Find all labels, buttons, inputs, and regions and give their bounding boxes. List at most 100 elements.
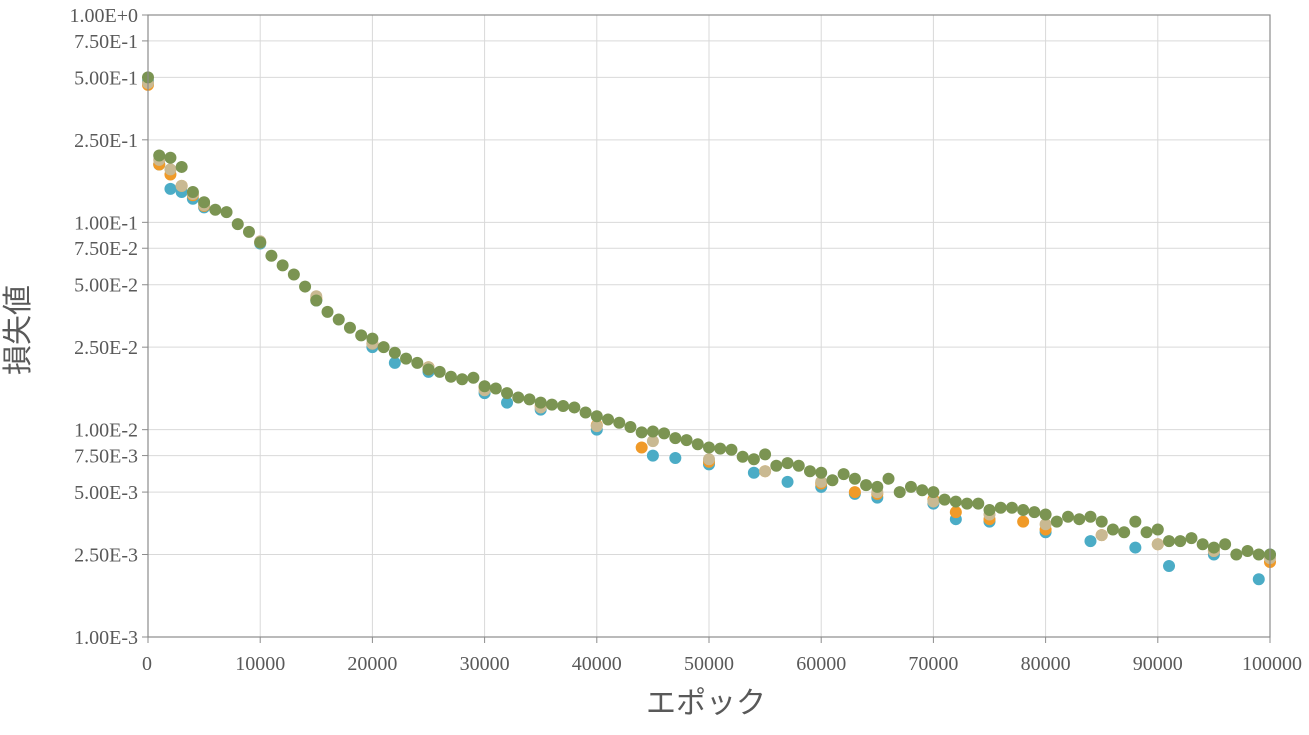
y-tick-label: 1.00E-3 bbox=[74, 627, 138, 649]
data-point bbox=[377, 341, 390, 354]
data-point bbox=[534, 396, 547, 409]
data-point bbox=[299, 280, 312, 293]
data-point bbox=[961, 497, 974, 510]
data-point bbox=[646, 425, 659, 438]
data-point bbox=[164, 163, 177, 176]
data-point bbox=[691, 438, 704, 451]
y-tick-label: 7.50E-3 bbox=[74, 446, 138, 468]
data-point bbox=[658, 427, 671, 440]
y-tick-label: 2.50E-2 bbox=[74, 337, 138, 359]
y-tick-label: 5.00E-1 bbox=[74, 67, 138, 89]
data-point bbox=[1230, 548, 1243, 561]
data-point bbox=[747, 453, 760, 466]
data-point bbox=[579, 406, 592, 419]
data-point bbox=[209, 203, 222, 216]
data-point bbox=[725, 443, 738, 456]
data-point bbox=[411, 356, 424, 369]
x-tick-label: 20000 bbox=[347, 653, 397, 675]
data-point bbox=[568, 401, 581, 414]
data-point bbox=[422, 363, 435, 376]
data-point bbox=[972, 497, 985, 510]
data-point bbox=[1062, 510, 1075, 523]
y-tick-label: 5.00E-2 bbox=[74, 275, 138, 297]
data-point bbox=[916, 484, 929, 497]
data-point bbox=[366, 332, 379, 345]
data-point bbox=[893, 486, 906, 499]
x-axis-ticks: 0 10000 20000 30000 40000 50000 60000 70000 8000… bbox=[142, 637, 1302, 675]
data-point bbox=[1140, 526, 1153, 539]
data-point bbox=[231, 218, 244, 231]
data-point bbox=[501, 387, 514, 400]
data-point bbox=[164, 151, 177, 164]
data-point bbox=[489, 382, 502, 395]
data-point bbox=[590, 410, 603, 423]
data-point bbox=[220, 206, 233, 219]
data-point bbox=[1039, 508, 1052, 521]
data-point bbox=[669, 432, 682, 445]
data-point bbox=[882, 472, 895, 485]
data-point bbox=[669, 452, 682, 465]
data-point bbox=[1106, 523, 1119, 536]
data-point bbox=[355, 329, 368, 342]
data-point bbox=[848, 486, 861, 499]
data-point bbox=[310, 294, 323, 307]
data-point bbox=[388, 356, 401, 369]
data-point bbox=[523, 393, 536, 406]
x-tick-label: 0 bbox=[142, 653, 152, 675]
data-point bbox=[624, 421, 637, 434]
data-points bbox=[142, 71, 1276, 586]
data-point bbox=[444, 370, 457, 383]
data-point bbox=[254, 236, 267, 249]
data-point bbox=[1118, 526, 1131, 539]
data-point bbox=[680, 434, 693, 447]
data-point bbox=[646, 435, 659, 448]
data-point bbox=[994, 501, 1007, 514]
x-tick-label: 80000 bbox=[1021, 653, 1071, 675]
data-point bbox=[590, 420, 603, 433]
series-4 bbox=[142, 71, 1276, 561]
data-point bbox=[1017, 515, 1030, 528]
data-point bbox=[927, 486, 940, 499]
data-point bbox=[1073, 513, 1086, 526]
data-point bbox=[602, 413, 615, 426]
data-point bbox=[1207, 541, 1220, 554]
data-point bbox=[1005, 501, 1018, 514]
data-point bbox=[153, 149, 166, 162]
data-point bbox=[1174, 535, 1187, 548]
data-point bbox=[871, 480, 884, 493]
data-point bbox=[332, 313, 345, 326]
x-tick-label: 40000 bbox=[572, 653, 622, 675]
data-point bbox=[467, 371, 480, 384]
plot-frame bbox=[147, 14, 1271, 638]
data-point bbox=[613, 416, 626, 429]
data-point bbox=[433, 365, 446, 378]
data-point bbox=[803, 465, 816, 478]
y-axis-title: 損失値 bbox=[1, 285, 36, 375]
data-point bbox=[703, 441, 715, 454]
data-point bbox=[983, 503, 996, 516]
data-point bbox=[242, 225, 255, 238]
data-point bbox=[1241, 544, 1254, 557]
data-point bbox=[949, 506, 962, 519]
data-point bbox=[1084, 535, 1097, 548]
data-point bbox=[1163, 560, 1176, 573]
data-point bbox=[703, 453, 715, 466]
data-point bbox=[904, 480, 917, 493]
data-point bbox=[400, 352, 413, 365]
x-tick-label: 10000 bbox=[235, 653, 285, 675]
data-point bbox=[265, 249, 278, 262]
data-point bbox=[545, 398, 558, 411]
data-point bbox=[1196, 538, 1209, 551]
x-tick-label: 50000 bbox=[684, 653, 734, 675]
data-point bbox=[781, 475, 794, 488]
data-point bbox=[478, 380, 491, 393]
data-point bbox=[759, 448, 772, 461]
y-tick-label: 1.00E+0 bbox=[70, 5, 139, 27]
data-point bbox=[759, 465, 772, 478]
data-point bbox=[1185, 532, 1198, 545]
x-axis-title: エポック bbox=[646, 686, 766, 721]
x-tick-label: 30000 bbox=[460, 653, 510, 675]
data-point bbox=[1151, 523, 1164, 536]
data-point bbox=[837, 468, 850, 481]
